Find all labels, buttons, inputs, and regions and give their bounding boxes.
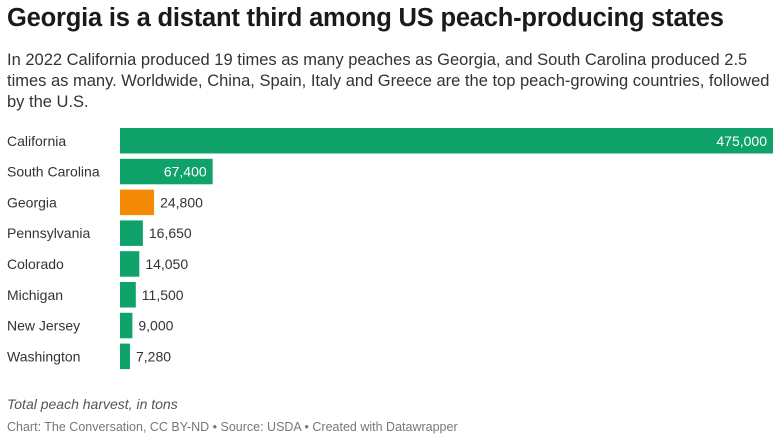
chart-subtitle: In 2022 California produced 19 times as … <box>7 51 770 111</box>
bar <box>120 220 143 246</box>
value-label: 67,400 <box>164 164 207 180</box>
bar <box>120 343 131 370</box>
value-label: 24,800 <box>160 194 203 210</box>
bar-chart: California 475,000 South Carolina 67,400 Geo… <box>7 128 773 370</box>
category-label: New Jersey <box>7 318 80 334</box>
value-label: 475,000 <box>716 133 767 149</box>
bar <box>120 251 140 277</box>
bar <box>120 312 133 339</box>
category-label: Pennsylvania <box>7 225 90 241</box>
value-label: 7,280 <box>136 348 171 364</box>
chart-note: Total peach harvest, in tons <box>7 396 178 412</box>
category-label: Georgia <box>7 194 57 210</box>
bar <box>120 128 773 154</box>
category-label: Washington <box>7 348 80 364</box>
category-label: California <box>7 133 66 149</box>
value-label: 9,000 <box>138 318 173 334</box>
value-label: 14,050 <box>145 256 188 272</box>
category-label: Colorado <box>7 256 64 272</box>
value-label: 11,500 <box>142 287 184 303</box>
bar <box>120 189 155 216</box>
bar <box>120 282 136 308</box>
category-label: South Carolina <box>7 164 100 180</box>
chart-title: Georgia is a distant third among US peac… <box>7 4 724 32</box>
category-label: Michigan <box>7 287 63 303</box>
chart-credits: Chart: The Conversation, CC BY-ND • Sour… <box>7 420 458 434</box>
bar <box>120 158 213 185</box>
value-label: 16,650 <box>149 225 192 241</box>
